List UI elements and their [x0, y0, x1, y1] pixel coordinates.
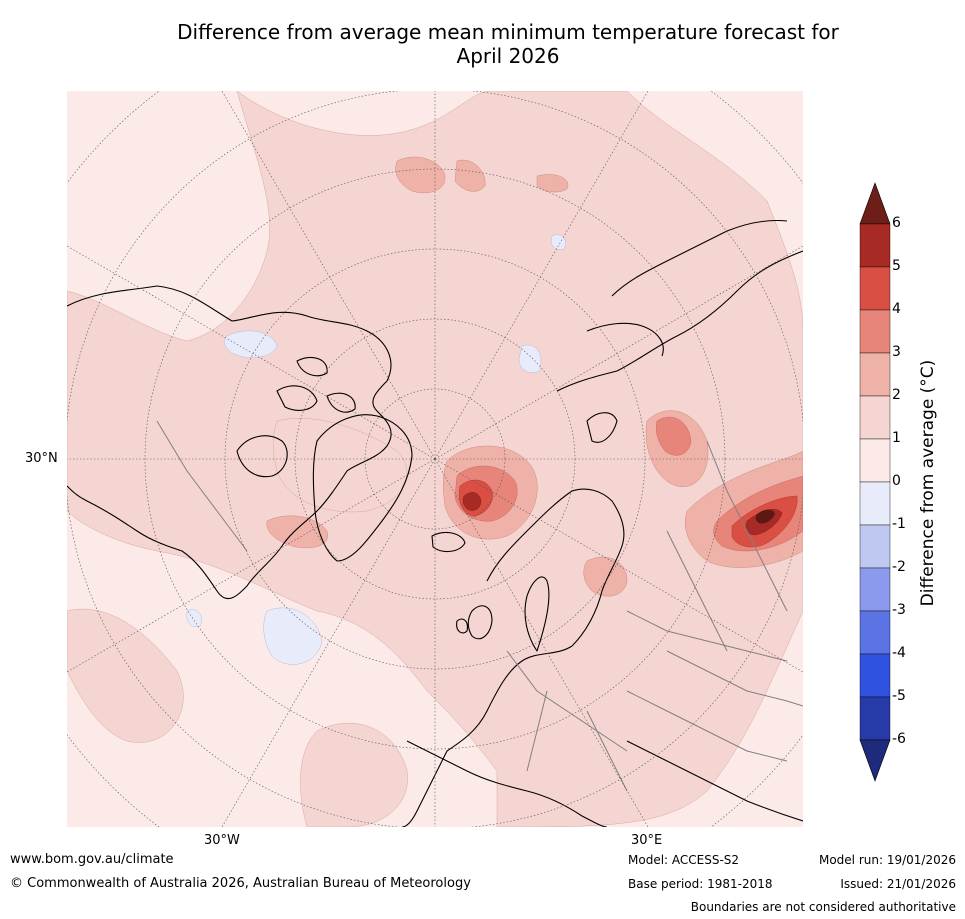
colorbar-over-triangle: [859, 182, 891, 225]
colorbar-segment-3: [859, 352, 891, 397]
coast-british-isles: [456, 605, 493, 640]
colorbar-tick-label: -5: [892, 688, 906, 704]
colorbar-tick-label: -3: [892, 602, 906, 618]
colorbar-segment-0: [859, 223, 891, 268]
coast-asia: [556, 219, 803, 392]
lat-label-30n: 30°N: [25, 451, 58, 466]
footer-url[interactable]: www.bom.gov.au/climate: [10, 852, 174, 867]
colorbar-segment-2: [859, 309, 891, 354]
forecast-map: [67, 91, 803, 827]
colorbar-tick-label: -1: [892, 516, 906, 532]
graticule: [67, 91, 803, 827]
colorbar-tick-label: -2: [892, 559, 906, 575]
colorbar-under-triangle: [859, 739, 891, 782]
coast-novaya-zemlya: [586, 412, 618, 443]
footer-issued: Issued: 21/01/2026: [840, 877, 956, 891]
coast-arctic-islands: [276, 356, 356, 413]
colorbar-tick-label: 0: [892, 473, 901, 489]
anomaly-band-neg-0-1: [186, 234, 566, 665]
coast-mediterranean: [406, 740, 803, 827]
map-title: Difference from average mean minimum tem…: [0, 20, 965, 68]
title-line-2: April 2026: [456, 44, 560, 68]
coast-hudson-bay: [236, 435, 288, 478]
colorbar-tick-label: 5: [892, 258, 901, 274]
country-borders: [156, 420, 803, 792]
colorbar: [859, 182, 891, 782]
colorbar-segment-4: [859, 395, 891, 440]
colorbar-segment-11: [859, 696, 891, 741]
colorbar-tick-label: 1: [892, 430, 901, 446]
colorbar-title: Difference from average (°C): [918, 359, 938, 607]
colorbar-tick-label: 6: [892, 215, 901, 231]
coast-north-america: [67, 285, 392, 600]
colorbar-tick-label: -4: [892, 645, 906, 661]
colorbar-segment-6: [859, 481, 891, 526]
colorbar-segment-1: [859, 266, 891, 311]
colorbar-segment-9: [859, 610, 891, 655]
colorbar-tick-label: 2: [892, 387, 901, 403]
footer-copyright: © Commonwealth of Australia 2026, Austra…: [10, 876, 471, 891]
lon-label-30e: 30°E: [631, 833, 663, 848]
anomaly-band-over-6: [755, 509, 775, 524]
colorbar-segment-10: [859, 653, 891, 698]
colorbar-tick-label: 3: [892, 344, 901, 360]
footer-disclaimer: Boundaries are not considered authoritat…: [690, 900, 956, 914]
footer-base-period: Base period: 1981-2018: [628, 877, 773, 891]
colorbar-segment-7: [859, 524, 891, 569]
colorbar-segment-8: [859, 567, 891, 612]
colorbar-segments: [859, 182, 891, 782]
colorbar-tick-label: -6: [892, 731, 906, 747]
footer-model: Model: ACCESS-S2: [628, 853, 740, 867]
lon-label-30w: 30°W: [204, 833, 240, 848]
coastlines: [67, 219, 803, 827]
colorbar-tick-label: 4: [892, 301, 901, 317]
footer-model-run: Model run: 19/01/2026: [818, 853, 956, 867]
title-line-1: Difference from average mean minimum tem…: [177, 20, 839, 44]
coast-greenland: [312, 414, 413, 562]
coast-iceland: [431, 531, 466, 552]
colorbar-segment-5: [859, 438, 891, 483]
